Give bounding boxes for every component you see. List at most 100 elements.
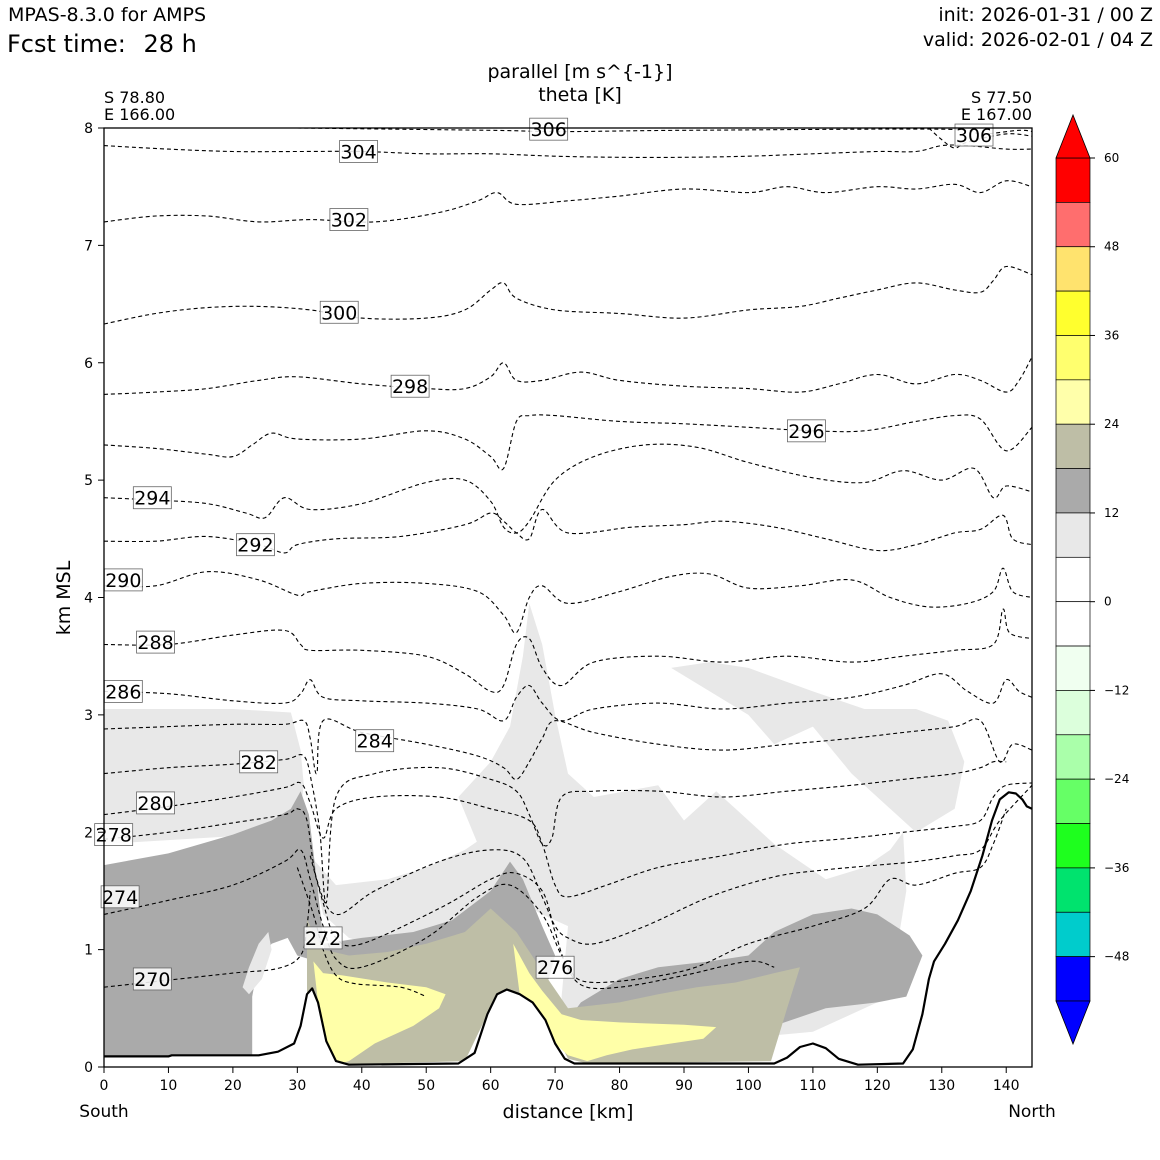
x-tick-label: 80 [611,1078,629,1094]
svg-text:306: 306 [531,119,567,141]
terrain-fill-layer [104,792,1032,1067]
colorbar: 60 48 36 24 12 0 −12 −24 −36 −48 [1055,113,1129,1046]
start-point-lat: S 78.80 [104,88,165,107]
terrain-line-layer [104,791,1032,1066]
colorbar-band [1055,823,1091,869]
y-tick-label: 6 [84,356,93,372]
y-tick-label: 8 [84,121,93,137]
terrain-underground [104,792,1032,1067]
svg-text:302: 302 [331,210,367,232]
theta-contour-290 [104,567,1032,634]
colorbar-band [1055,512,1091,558]
y-tick-label: 5 [84,473,93,489]
colorbar-band [1055,202,1091,248]
colorbar-tick-label: 60 [1104,151,1119,165]
colorbar-tick-label: −12 [1104,683,1129,697]
svg-text:306: 306 [956,125,992,147]
x-tick-label: 10 [160,1078,178,1094]
svg-text:298: 298 [392,376,428,398]
colorbar-band [1055,379,1091,425]
y-tick-label: 3 [84,708,93,724]
colorbar-tick-label: 12 [1104,506,1119,520]
x-tick-label: 90 [675,1078,693,1094]
theta-contour-288 [104,608,1032,694]
theta-contour-286 [104,673,1032,722]
svg-text:300: 300 [321,302,357,324]
shade-region-yellow [513,943,717,1062]
theta-label-290: 290 [103,568,143,592]
svg-text:294: 294 [134,488,170,510]
svg-text:304: 304 [340,141,376,163]
y-tick-label: 7 [84,238,93,254]
theta-label-306: 306 [954,123,994,147]
theta-label-292: 292 [236,533,275,557]
colorbar-band [1055,690,1091,736]
x-tick-label: 130 [928,1078,955,1094]
colorbar-tick-label: 36 [1104,328,1119,342]
colorbar-tick-label: 0 [1104,595,1112,609]
x-tick-label: 40 [353,1078,371,1094]
theta-label-302: 302 [329,208,369,232]
colorbar-tick-label: 48 [1104,240,1119,254]
north-end-label: North [1008,1102,1056,1122]
colorbar-band [1055,468,1091,514]
colorbar-band [1055,335,1091,381]
theta-contour-300 [104,265,1032,325]
forecast-time-value: 28 h [143,30,197,58]
theta-label-306: 306 [529,117,569,141]
theta-label-286: 286 [103,680,143,703]
y-tick-label: 0 [84,1060,93,1076]
theta-contour-layer [104,128,1032,998]
shade-region-yellow [313,961,446,1065]
x-tick-label: 60 [482,1078,500,1094]
colorbar-band [1055,956,1091,1002]
svg-text:282: 282 [241,752,277,774]
colorbar-band [1055,157,1091,203]
theta-label-274: 274 [100,885,140,909]
colorbar-band [1055,867,1091,913]
valid-time: valid: 2026-02-01 / 04 Z [922,29,1153,51]
colorbar-band [1055,556,1091,603]
svg-text:290: 290 [105,570,141,592]
chart-title-line2: theta [K] [538,84,622,106]
theta-contour-298 [104,356,1032,395]
theta-contour-306 [297,128,1032,135]
forecast-time: Fcst time: 28 h [7,30,197,58]
x-tick-label: 50 [417,1078,435,1094]
theta-contour-304 [104,144,1032,158]
x-tick-label: 20 [224,1078,242,1094]
theta-label-294: 294 [132,486,172,510]
theta-label-276: 276 [535,955,575,979]
svg-text:276: 276 [537,957,573,979]
terrain-line [104,791,1032,1066]
svg-text:286: 286 [105,681,141,703]
theta-contour-292 [104,508,1032,554]
theta-label-288: 288 [136,630,175,654]
theta-label-272: 272 [303,926,343,950]
colorbar-tick-label: −48 [1104,950,1129,964]
svg-text:272: 272 [305,928,341,950]
y-tick-label: 4 [84,591,93,607]
forecast-time-label: Fcst time: [7,30,126,58]
wind-shading-layer [104,603,965,1065]
theta-contour-294 [104,443,1032,534]
colorbar-band [1055,423,1091,469]
svg-text:278: 278 [96,825,132,847]
colorbar-band [1055,290,1091,336]
y-axis-label: km MSL [53,560,75,635]
theta-contour-278 [104,784,1032,945]
x-axis-ticks: 0 10 20 30 40 50 60 70 80 90 100 110 120 130 140 [100,1067,1020,1094]
south-end-label: South [79,1102,128,1122]
colorbar-band [1055,778,1091,824]
theta-contour-272 [296,867,427,998]
svg-text:270: 270 [134,969,170,991]
svg-text:296: 296 [788,421,824,443]
y-axis-ticks: 0 1 2 3 4 5 6 7 8 [84,121,104,1076]
theta-label-284: 284 [355,729,395,753]
colorbar-band [1055,734,1091,780]
x-tick-label: 110 [800,1078,827,1094]
y-tick-label: 2 [84,825,93,841]
y-tick-label: 1 [84,943,93,959]
colorbar-band [1055,645,1091,691]
